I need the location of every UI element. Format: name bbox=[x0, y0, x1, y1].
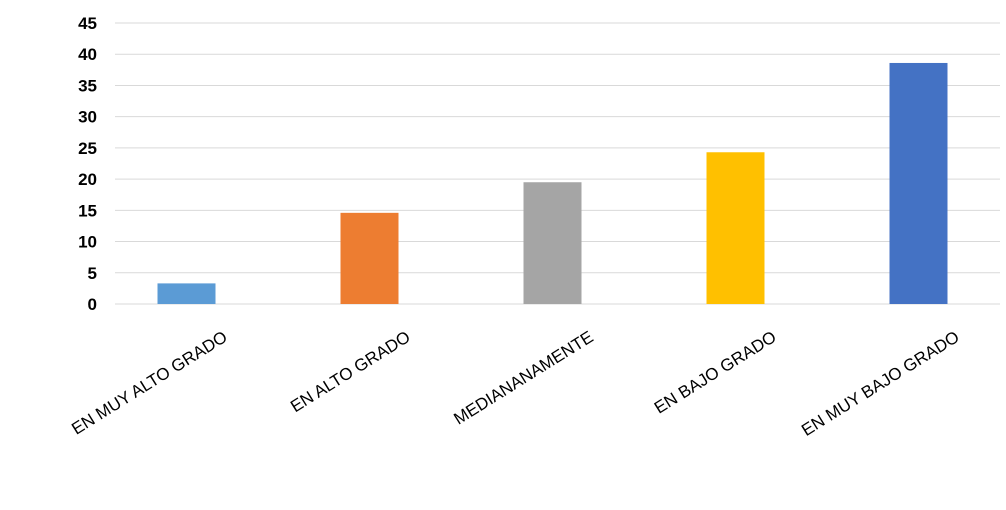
bar bbox=[157, 283, 216, 304]
y-tick-label: 10 bbox=[78, 233, 97, 252]
y-tick-label: 20 bbox=[78, 170, 97, 189]
y-tick-label: 45 bbox=[78, 14, 97, 33]
bar bbox=[523, 182, 582, 304]
gridlines bbox=[115, 22, 1000, 305]
bar bbox=[706, 152, 765, 304]
x-axis-category-labels: EN MUY ALTO GRADO EN ALTO GRADO MEDIANANAM… bbox=[68, 327, 962, 440]
y-tick-label: 30 bbox=[78, 108, 97, 127]
x-category-label: EN MUY ALTO GRADO bbox=[68, 327, 230, 438]
y-tick-label: 35 bbox=[78, 76, 97, 95]
bar bbox=[340, 212, 399, 304]
bar bbox=[889, 62, 948, 304]
y-tick-label: 25 bbox=[78, 139, 97, 158]
y-tick-label: 5 bbox=[88, 264, 97, 283]
x-category-label: EN ALTO GRADO bbox=[287, 327, 414, 416]
y-axis-tick-labels: 0 5 10 15 20 25 30 35 40 45 bbox=[78, 14, 97, 314]
y-tick-label: 15 bbox=[78, 201, 97, 220]
y-tick-label: 40 bbox=[78, 45, 97, 64]
x-category-label: EN BAJO GRADO bbox=[651, 327, 780, 417]
x-category-label: EN MUY BAJO GRADO bbox=[798, 327, 962, 440]
x-category-label: MEDIANANAMENTE bbox=[450, 327, 596, 428]
bars bbox=[157, 62, 948, 304]
y-tick-label: 0 bbox=[88, 295, 97, 314]
